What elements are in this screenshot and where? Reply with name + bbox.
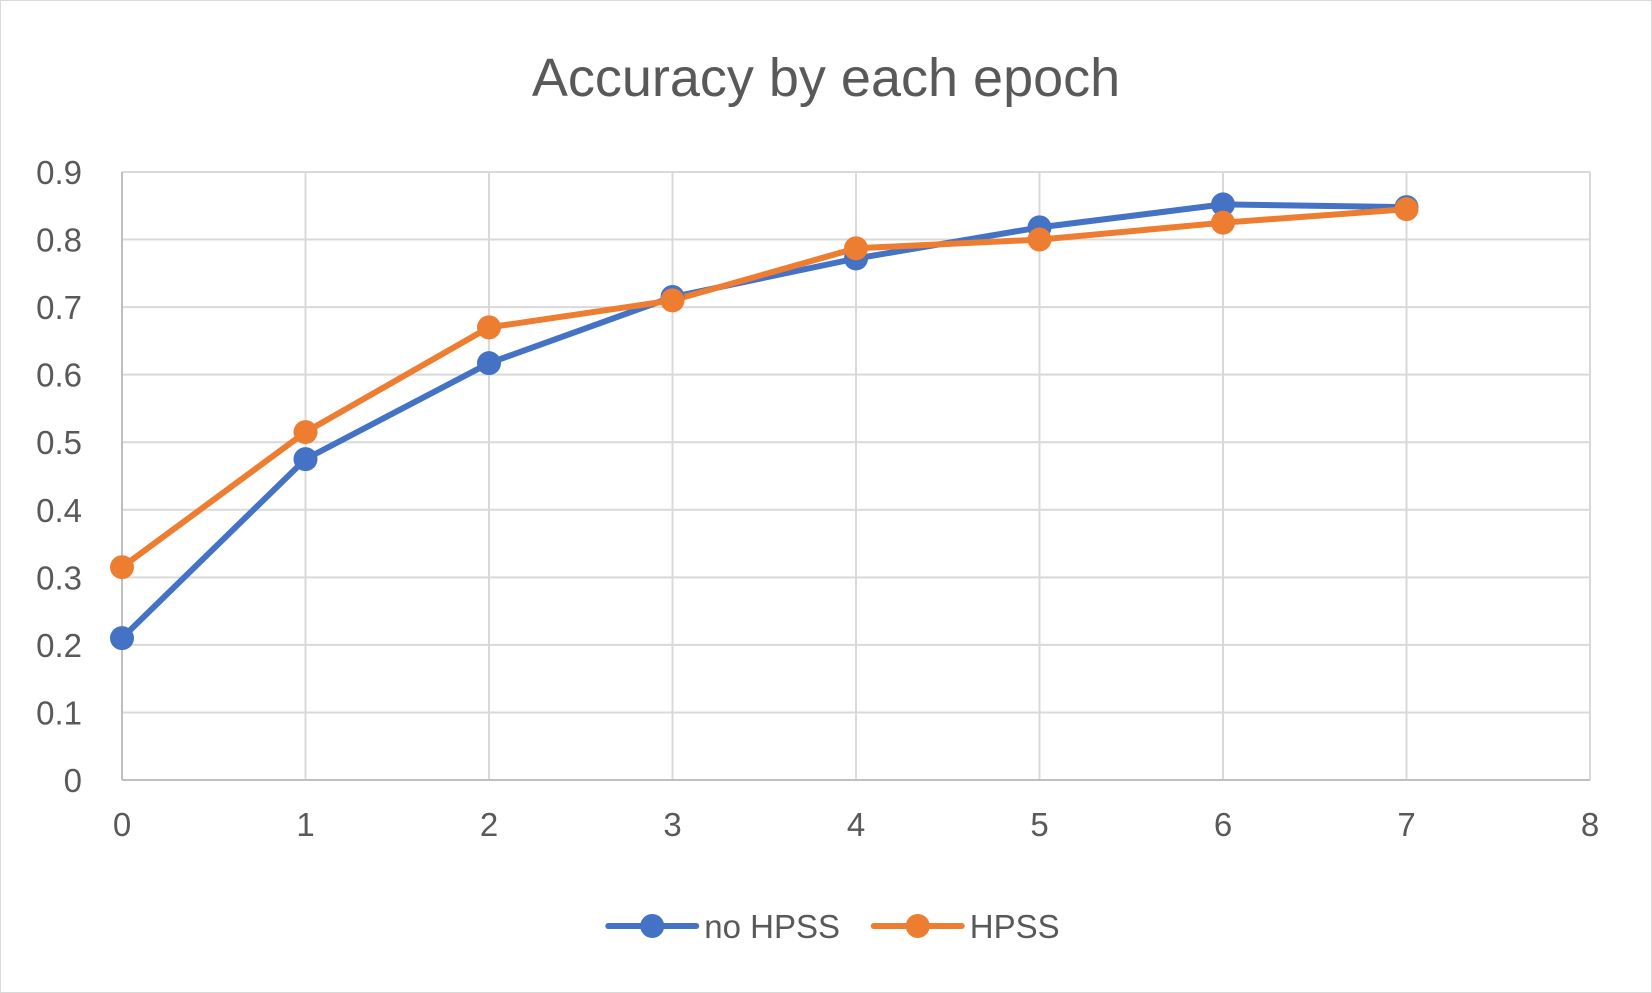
y-tick-label: 0.4 [36, 492, 82, 529]
data-point-series-2 [110, 555, 134, 580]
legend: no HPSS HPSS [605, 908, 1060, 945]
data-point-series-2 [293, 420, 318, 445]
legend-label: HPSS [970, 908, 1060, 945]
y-tick-label: 0.9 [36, 154, 82, 191]
data-point-series-1 [110, 626, 134, 651]
x-tick-label: 5 [1030, 806, 1048, 843]
data-point-series-2 [1211, 210, 1235, 235]
y-tick-label: 0.1 [36, 694, 82, 731]
data-point-series-1 [293, 447, 318, 472]
series-line-1 [119, 201, 1410, 642]
y-tick-label: 0.8 [36, 222, 82, 259]
data-point-series-2 [477, 315, 501, 340]
data-point-series-1 [1211, 192, 1235, 217]
legend-swatch-marker [640, 914, 665, 938]
x-tick-label: 0 [113, 806, 131, 843]
x-tick-label: 4 [847, 806, 865, 843]
y-tick-label: 0.3 [36, 559, 82, 596]
y-tick-label: 0.5 [36, 424, 82, 461]
series-layer [110, 192, 1419, 651]
x-tick-label: 7 [1397, 806, 1415, 843]
legend-label: no HPSS [704, 908, 840, 945]
data-point-series-2 [844, 236, 868, 261]
chart-title: Accuracy by each epoch [532, 48, 1120, 108]
y-tick-label: 0 [64, 762, 82, 799]
x-tick-label: 3 [663, 806, 681, 843]
series-line-2 [119, 206, 1410, 571]
legend-item: HPSS [870, 908, 1060, 945]
data-point-series-1 [477, 351, 501, 376]
y-tick-label: 0.7 [36, 289, 82, 326]
x-tick-label: 8 [1581, 806, 1599, 843]
x-tick-label: 2 [480, 806, 498, 843]
data-point-series-2 [660, 288, 685, 313]
y-tick-label: 0.2 [36, 627, 82, 664]
x-tick-label: 1 [296, 806, 314, 843]
data-point-series-2 [1394, 197, 1419, 222]
legend-item: no HPSS [605, 908, 840, 945]
y-tick-label: 0.6 [36, 357, 82, 394]
legend-swatch-marker [905, 914, 930, 938]
grid-layer [122, 171, 1591, 780]
x-tick-label: 6 [1214, 806, 1232, 843]
axis-layer: 0 0.1 0.2 0.3 0.4 0.5 0.6 0.7 0.8 0.9 0 1 2 3 4 5 6 7 8 [36, 154, 1599, 843]
data-point-series-2 [1027, 227, 1052, 252]
